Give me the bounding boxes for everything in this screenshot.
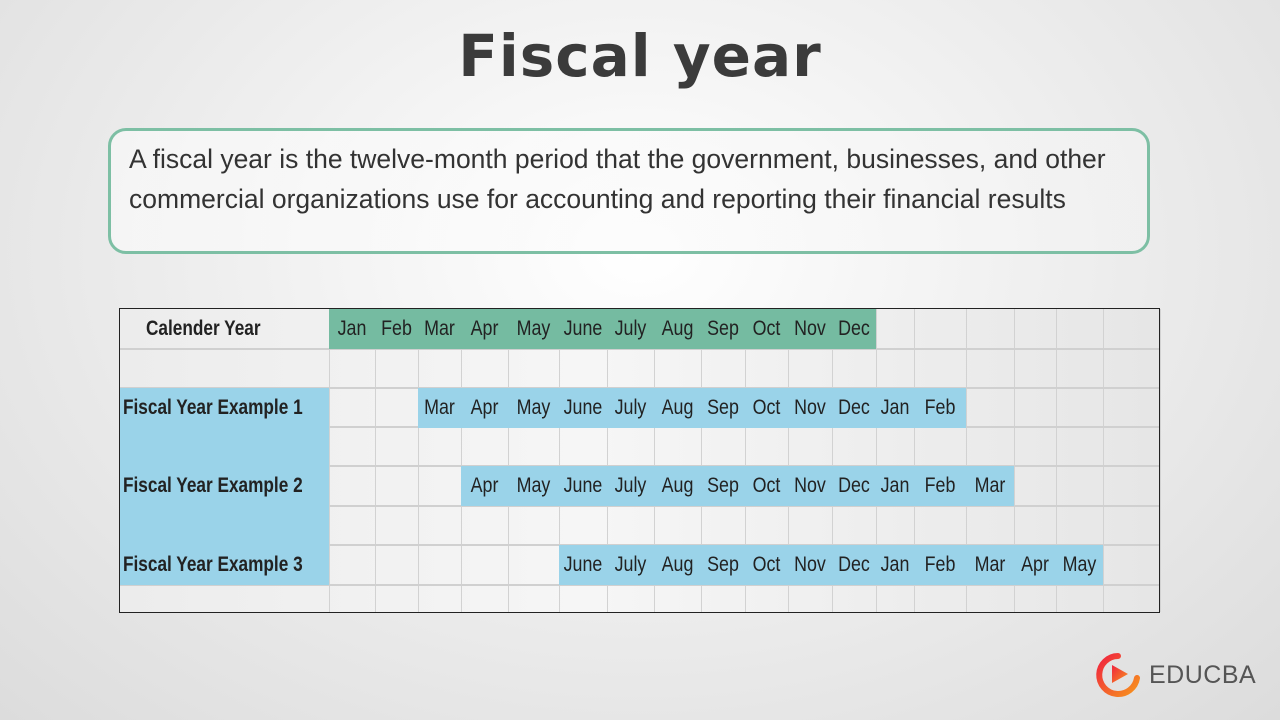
month-cell: May — [516, 317, 551, 340]
month-cell: Oct — [752, 474, 781, 497]
month-cell: Feb — [924, 474, 956, 497]
educba-logo: EDUCBA — [1095, 652, 1256, 698]
definition-text: A fiscal year is the twelve-month period… — [129, 144, 1106, 214]
month-cell: July — [614, 553, 647, 576]
month-cell: Nov — [794, 553, 826, 576]
month-cell: Dec — [838, 474, 870, 497]
month-cell: June — [563, 553, 603, 576]
grid-line — [876, 309, 877, 612]
fiscal-year-band — [461, 466, 1014, 506]
month-cell: Dec — [838, 396, 870, 419]
month-cell: Nov — [794, 474, 826, 497]
month-cell: Dec — [838, 553, 870, 576]
grid-line — [508, 309, 509, 612]
grid-line — [120, 505, 1159, 507]
grid-line — [1160, 309, 1161, 612]
month-cell: Feb — [924, 553, 956, 576]
month-cell: June — [563, 396, 603, 419]
grid-line — [607, 309, 608, 612]
month-cell: Mar — [424, 317, 455, 340]
fiscal-year-band — [559, 545, 1103, 585]
fiscal-year-example-1-label: Fiscal Year Example 1 — [123, 396, 303, 419]
page-title: Fiscal year — [458, 22, 822, 90]
grid-line — [559, 309, 560, 612]
month-cell: Jan — [337, 317, 367, 340]
educba-logo-icon — [1096, 653, 1140, 697]
month-cell: Mar — [974, 553, 1006, 576]
month-cell: May — [1062, 553, 1097, 576]
definition-box: A fiscal year is the twelve-month period… — [108, 128, 1150, 254]
grid-line — [375, 309, 376, 612]
grid-line — [120, 348, 1159, 350]
grid-line — [745, 309, 746, 612]
month-cell: Aug — [661, 396, 694, 419]
month-cell: Jan — [880, 553, 910, 576]
fiscal-year-example-2-label: Fiscal Year Example 2 — [123, 474, 303, 497]
grid-line — [788, 309, 789, 612]
grid-line — [832, 309, 833, 612]
grid-line — [329, 309, 330, 612]
month-cell: July — [614, 396, 647, 419]
grid-line — [120, 584, 1159, 586]
month-cell: Mar — [424, 396, 455, 419]
month-cell: Sep — [707, 317, 739, 340]
month-cell: Oct — [752, 553, 781, 576]
month-cell: Nov — [794, 317, 826, 340]
month-cell: Apr — [470, 474, 499, 497]
month-cell: Nov — [794, 396, 826, 419]
month-cell: June — [563, 317, 603, 340]
grid-line — [1103, 309, 1104, 612]
calendar-year-label: Calender Year — [146, 317, 261, 340]
month-cell: Aug — [661, 474, 694, 497]
fiscal-year-table: Calender Year Jan Feb Mar Apr May June July Aug S… — [119, 308, 1161, 613]
calendar-year-band — [329, 309, 876, 349]
month-cell: Apr — [470, 396, 499, 419]
month-cell: Jan — [880, 474, 910, 497]
month-cell: Jan — [880, 396, 910, 419]
month-cell: June — [563, 474, 603, 497]
month-cell: Apr — [470, 317, 499, 340]
month-cell: July — [614, 474, 647, 497]
month-cell: Sep — [707, 553, 739, 576]
grid-line — [701, 309, 702, 612]
fiscal-year-example-3-label: Fiscal Year Example 3 — [123, 553, 303, 576]
grid-line — [461, 309, 462, 612]
month-cell: Mar — [974, 474, 1006, 497]
month-cell: Feb — [381, 317, 412, 340]
month-cell: Feb — [924, 396, 956, 419]
grid-line — [1056, 309, 1057, 612]
month-cell: Apr — [1021, 553, 1049, 576]
month-cell: July — [614, 317, 647, 340]
month-cell: May — [516, 474, 551, 497]
grid-line — [418, 309, 419, 612]
month-cell: Dec — [838, 317, 870, 340]
grid-line — [654, 309, 655, 612]
educba-logo-text: EDUCBA — [1149, 660, 1257, 689]
month-cell: Aug — [661, 553, 694, 576]
grid-line — [914, 309, 915, 612]
month-cell: Oct — [752, 317, 781, 340]
grid-line — [1014, 309, 1015, 612]
month-cell: Aug — [661, 317, 694, 340]
month-cell: May — [516, 396, 551, 419]
fiscal-year-band — [418, 388, 966, 428]
label-column-fill — [120, 388, 329, 585]
grid-line — [966, 309, 967, 612]
month-cell: Sep — [707, 396, 739, 419]
month-cell: Oct — [752, 396, 781, 419]
month-cell: Sep — [707, 474, 739, 497]
